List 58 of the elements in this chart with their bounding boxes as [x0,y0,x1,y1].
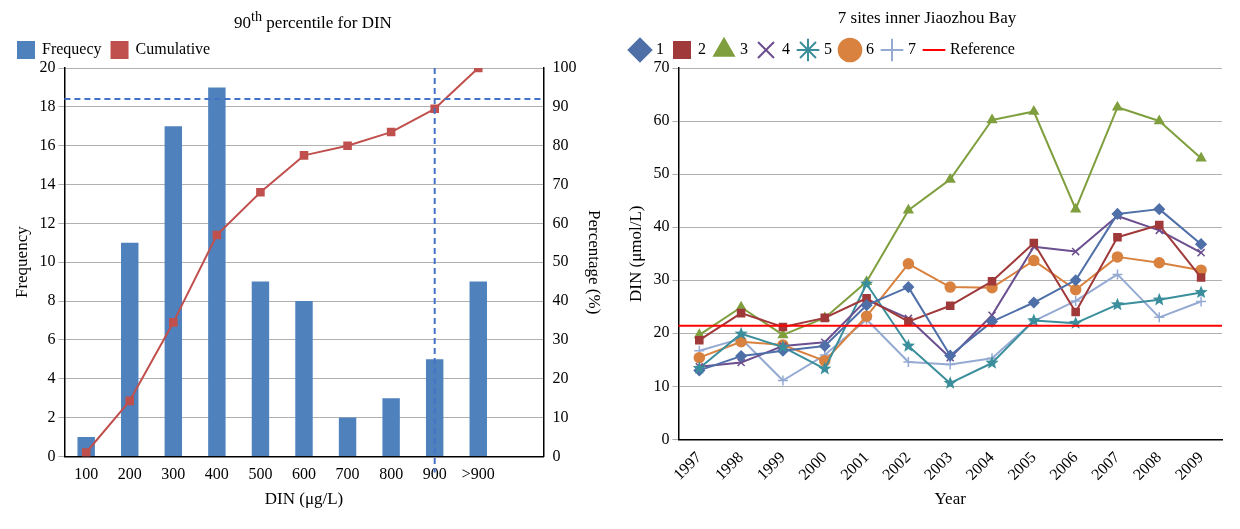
legend-label: 7 [908,40,916,58]
y2-tick-label: 20 [552,368,569,386]
y2-tick-label: 80 [552,135,569,153]
x-axis-title: Year [934,489,967,509]
legend-label: 4 [782,40,790,58]
legend-label: 2 [698,40,706,58]
y-tick-label: 0 [47,446,56,464]
legend-label: Cumulative [135,40,211,58]
y-tick-label: 20 [39,58,56,76]
y-tick-label: 12 [39,213,56,231]
legend-label: 1 [656,40,664,58]
y-tick-label: 14 [39,174,56,192]
legend-label: 3 [740,40,748,58]
chart-title: 7 sites inner Jiaozhou Bay [836,8,1018,29]
y-tick-label: 10 [653,376,670,394]
y-tick-label: 8 [47,291,56,309]
y-tick-label: 60 [653,111,670,129]
y-tick-label: 20 [653,323,670,341]
x-tick-label: 200 [117,465,142,483]
x-axis-title: DIN (μg/L) [264,489,344,509]
x-tick-label: 2001 [837,448,872,483]
x-tick-label: 900 [422,465,447,483]
y-axis-title: DIN (μmol/L) [625,205,645,302]
y-tick-label: 0 [661,429,670,447]
legend-label: Frequecy [42,40,102,59]
y-tick-label: 30 [653,270,670,288]
x-tick-label: 500 [248,465,273,483]
x-tick-label: 700 [335,465,360,483]
y-tick-label: 4 [47,368,56,386]
y-tick-label: 10 [39,252,56,270]
y2-tick-label: 10 [552,407,569,425]
x-tick-label: 400 [204,465,229,483]
y2-tick-label: 0 [552,446,561,464]
y-tick-label: 50 [653,164,670,182]
y2-tick-label: 60 [552,213,569,231]
legend-label: Reference [950,40,1015,58]
y-tick-label: 2 [47,407,56,425]
legend-label: 6 [866,40,874,58]
y2-tick-label: 100 [552,58,577,76]
y2-tick-label: 90 [552,97,569,115]
y-tick-label: 6 [47,330,56,348]
x-tick-label: 300 [161,465,186,483]
y-tick-label: 18 [39,97,56,115]
y-tick-label: 16 [39,135,56,153]
x-tick-label: 600 [292,465,316,483]
y-axis-title: Frequency [11,225,31,299]
y2-tick-label: 40 [552,291,569,309]
y-tick-label: 70 [653,58,670,76]
y2-tick-label: 50 [552,252,569,270]
chart-title: 90$^{th}$ percentile for DIN [233,8,393,32]
legend-label: 5 [824,40,832,58]
x-tick-label: 100 [74,465,99,483]
x-tick-label: 800 [379,465,404,483]
x-tick-label: >900 [461,465,495,483]
y-tick-label: 40 [653,217,670,235]
y2-axis-title: Percentage (%) [585,210,605,315]
y2-tick-label: 30 [552,330,569,348]
y2-tick-label: 70 [552,174,569,192]
